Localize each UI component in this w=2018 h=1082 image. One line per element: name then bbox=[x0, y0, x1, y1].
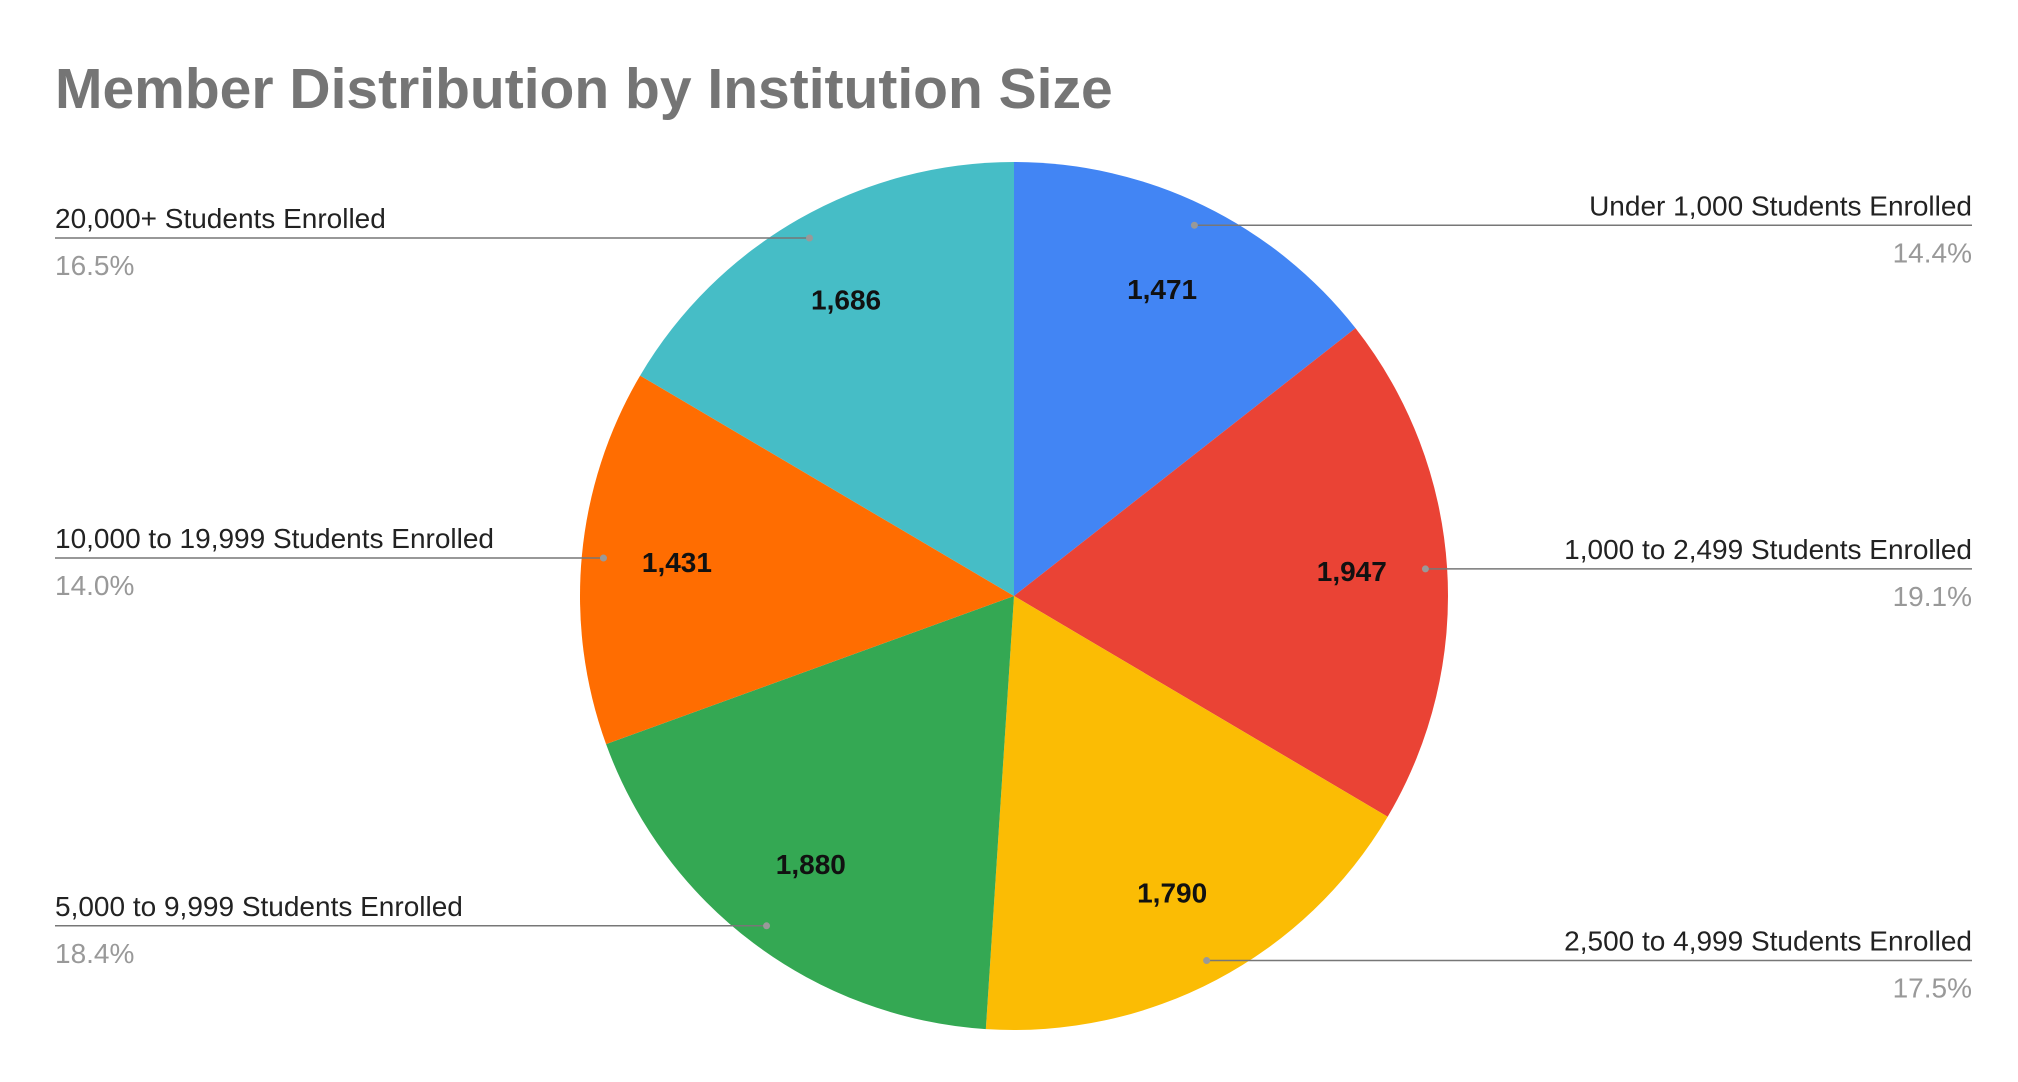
percent-label: 17.5% bbox=[1893, 973, 1972, 1004]
legend-label: 1,000 to 2,499 Students Enrolled bbox=[1564, 534, 1972, 565]
pie-slice bbox=[579, 375, 1014, 745]
pie-slice bbox=[1014, 328, 1448, 817]
percent-label: 18.4% bbox=[55, 938, 134, 969]
pie-slice bbox=[985, 596, 1388, 1030]
percent-label: 14.4% bbox=[1893, 237, 1972, 268]
leader-dot bbox=[599, 554, 607, 562]
chart-title: Member Distribution by Institution Size bbox=[55, 57, 1113, 121]
leader-dot bbox=[805, 234, 813, 242]
legend-label: 5,000 to 9,999 Students Enrolled bbox=[55, 891, 463, 922]
data-label: 1,880 bbox=[776, 849, 846, 880]
pie-slice bbox=[1014, 162, 1356, 596]
leader-dot bbox=[1203, 957, 1211, 965]
data-label: 1,686 bbox=[811, 284, 881, 315]
percent-label: 19.1% bbox=[1893, 581, 1972, 612]
data-label: 1,947 bbox=[1317, 556, 1387, 587]
pie-slice bbox=[606, 596, 1014, 1030]
leader-dot bbox=[763, 922, 771, 930]
pie-slice bbox=[640, 162, 1014, 596]
legend-label: 20,000+ Students Enrolled bbox=[55, 203, 386, 234]
percent-label: 16.5% bbox=[55, 250, 134, 281]
leader-dot bbox=[1421, 565, 1429, 573]
data-label: 1,431 bbox=[642, 547, 712, 578]
percent-label: 14.0% bbox=[55, 570, 134, 601]
legend-label: Under 1,000 Students Enrolled bbox=[1589, 190, 1972, 221]
data-label: 1,471 bbox=[1127, 274, 1197, 305]
leader-dot bbox=[1190, 221, 1198, 229]
legend-label: 2,500 to 4,999 Students Enrolled bbox=[1564, 926, 1972, 957]
data-label: 1,790 bbox=[1137, 878, 1207, 909]
legend-label: 10,000 to 19,999 Students Enrolled bbox=[55, 523, 494, 554]
